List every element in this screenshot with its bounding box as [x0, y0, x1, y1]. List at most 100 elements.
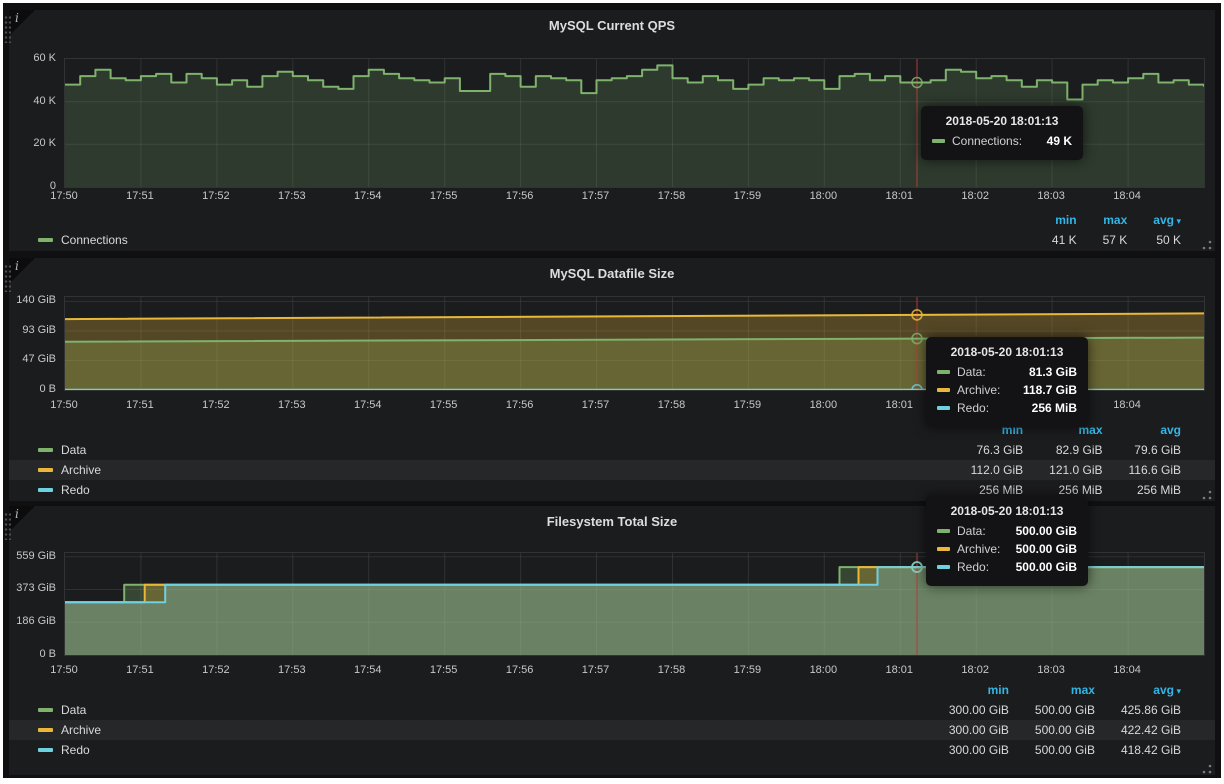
legend-value-min: 76.3 GiB [976, 443, 1024, 457]
x-tick-label: 17:54 [353, 190, 382, 202]
x-tick-label: 17:58 [657, 399, 686, 411]
legend: min max avg ▾ Connections 41 K 57 K 50 K [9, 210, 1215, 250]
y-tick-label: 47 GiB [22, 353, 56, 366]
tooltip-series-row: Redo: 256 MiB [937, 401, 1077, 415]
panel-title[interactable]: MySQL Current QPS [548, 18, 676, 33]
x-tick-label: 17:59 [733, 190, 762, 202]
tooltip-series-row: Data: 500.00 GiB [937, 524, 1077, 538]
legend-value-max: 256 MiB [1058, 483, 1103, 497]
legend-value-avg: 425.86 GiB [1120, 703, 1181, 717]
x-tick-label: 18:03 [1037, 190, 1065, 202]
x-tick-label: 17:57 [581, 399, 610, 411]
plot-area[interactable] [64, 296, 1205, 391]
legend-series-connections[interactable]: Connections [38, 233, 128, 247]
dashboard: i MySQL Current QPS 0 20 K 40 K 60 K 17:50 1… [3, 3, 1221, 778]
legend-row: Archive 112.0 GiB 121.0 GiB 116.6 GiB [9, 460, 1215, 480]
panel-drag-handle[interactable] [4, 512, 11, 540]
panel-resize-handle[interactable] [1201, 488, 1213, 500]
legend-series-data[interactable]: Data [38, 703, 86, 717]
legend-value-max: 82.9 GiB [1055, 443, 1103, 457]
panel-mysql-datafile-size: i MySQL Datafile Size 0 B 47 GiB 93 GiB 140… [9, 258, 1215, 501]
sort-caret-icon: ▾ [1173, 686, 1181, 696]
y-tick-label: 140 GiB [16, 294, 56, 307]
legend-row: Data 76.3 GiB 82.9 GiB 79.6 GiB [9, 440, 1215, 460]
info-icon: i [15, 507, 19, 521]
panel-resize-handle[interactable] [1201, 238, 1213, 250]
chart-canvas[interactable] [65, 553, 1204, 655]
y-tick-label: 93 GiB [22, 323, 56, 336]
legend-value-avg: 116.6 GiB [1128, 463, 1181, 477]
series-color-dash [38, 747, 53, 752]
legend-value-min: 300.00 GiB [948, 723, 1009, 737]
x-tick-label: 17:56 [505, 664, 534, 676]
legend-header-min[interactable]: min [1055, 213, 1077, 227]
legend-header-avg[interactable]: avg [1160, 423, 1181, 437]
series-color-dash [38, 727, 53, 732]
legend-value-min: 41 K [1051, 233, 1077, 247]
legend-row: Archive 300.00 GiB 500.00 GiB 422.42 GiB [9, 720, 1215, 740]
legend-value-max: 500.00 GiB [1034, 703, 1095, 717]
x-tick-label: 17:51 [126, 399, 154, 411]
legend-header-max[interactable]: max [1070, 683, 1095, 697]
legend: min max avg Data 76.3 GiB 82.9 GiB 79.6 GiB Arc… [9, 420, 1215, 500]
tooltip-series-value: 500.00 GiB [1015, 542, 1077, 556]
legend-header-avg[interactable]: avg ▾ [1153, 213, 1181, 227]
tooltip-series-label: Redo: [957, 401, 990, 415]
legend-row: Redo 300.00 GiB 500.00 GiB 418.42 GiB [9, 740, 1215, 760]
panel-drag-handle[interactable] [4, 15, 11, 43]
x-tick-label: 17:57 [581, 664, 610, 676]
tooltip-series-value: 81.3 GiB [1028, 365, 1077, 379]
legend-series-archive[interactable]: Archive [38, 463, 101, 477]
legend-value-min: 256 MiB [979, 483, 1024, 497]
legend-value-max: 500.00 GiB [1034, 723, 1095, 737]
panel-title[interactable]: MySQL Datafile Size [549, 266, 675, 281]
panel-header: MySQL Datafile Size [9, 263, 1215, 285]
x-tick-label: 17:55 [429, 190, 458, 202]
tooltip-series-label: Data: [957, 365, 986, 379]
x-tick-label: 17:53 [278, 190, 306, 202]
x-tick-label: 18:04 [1113, 664, 1141, 676]
legend-value-min: 112.0 GiB [970, 463, 1024, 477]
panel-title[interactable]: Filesystem Total Size [546, 514, 678, 529]
x-axis: 17:50 17:51 17:52 17:53 17:54 17:55 17:56 17:57… [50, 190, 1205, 204]
x-tick-label: 18:04 [1113, 190, 1141, 202]
legend-value-avg: 418.42 GiB [1120, 743, 1181, 757]
plot-area[interactable] [64, 552, 1205, 656]
x-tick-label: 18:01 [885, 664, 914, 676]
tooltip-series-value: 118.7 GiB [1022, 383, 1077, 397]
plot-wrap: 0 B 186 GiB 373 GiB 559 GiB [9, 549, 1215, 660]
legend-header-spacer [9, 210, 1026, 230]
legend-series-redo[interactable]: Redo [38, 743, 90, 757]
legend-header-avg[interactable]: avg ▾ [1153, 683, 1181, 697]
legend-value-max: 57 K [1102, 233, 1128, 247]
y-tick-label: 0 B [39, 648, 56, 660]
legend-series-archive[interactable]: Archive [38, 723, 101, 737]
x-tick-label: 17:59 [733, 664, 762, 676]
chart-canvas[interactable] [65, 297, 1204, 390]
legend-header-row: min max avg ▾ [9, 680, 1215, 700]
plot-area[interactable] [64, 58, 1205, 188]
y-tick-label: 559 GiB [16, 549, 56, 562]
legend-header-spacer [9, 420, 945, 440]
legend-value-max: 121.0 GiB [1049, 463, 1103, 477]
panel-drag-handle[interactable] [4, 264, 11, 292]
x-tick-label: 17:54 [353, 664, 382, 676]
legend-row: Redo 256 MiB 256 MiB 256 MiB [9, 480, 1215, 500]
x-tick-label: 17:51 [126, 190, 154, 202]
legend-header-max[interactable]: max [1103, 213, 1128, 227]
legend-series-data[interactable]: Data [38, 443, 86, 457]
series-color-dash [38, 237, 53, 242]
legend-series-redo[interactable]: Redo [38, 483, 90, 497]
y-tick-label: 186 GiB [16, 615, 56, 628]
legend-header-min[interactable]: min [987, 683, 1009, 697]
x-tick-label: 17:52 [202, 664, 230, 676]
x-tick-label: 17:50 [50, 664, 78, 676]
x-axis: 17:50 17:51 17:52 17:53 17:54 17:55 17:56 17:57… [50, 664, 1205, 678]
x-tick-label: 17:57 [581, 190, 610, 202]
y-tick-label: 373 GiB [16, 582, 56, 595]
panel-resize-handle[interactable] [1201, 762, 1213, 774]
legend: min max avg ▾ Data 300.00 GiB 500.00 GiB 425.8… [9, 680, 1215, 760]
chart-canvas[interactable] [65, 59, 1204, 187]
tooltip-series-label: Connections: [952, 134, 1023, 148]
